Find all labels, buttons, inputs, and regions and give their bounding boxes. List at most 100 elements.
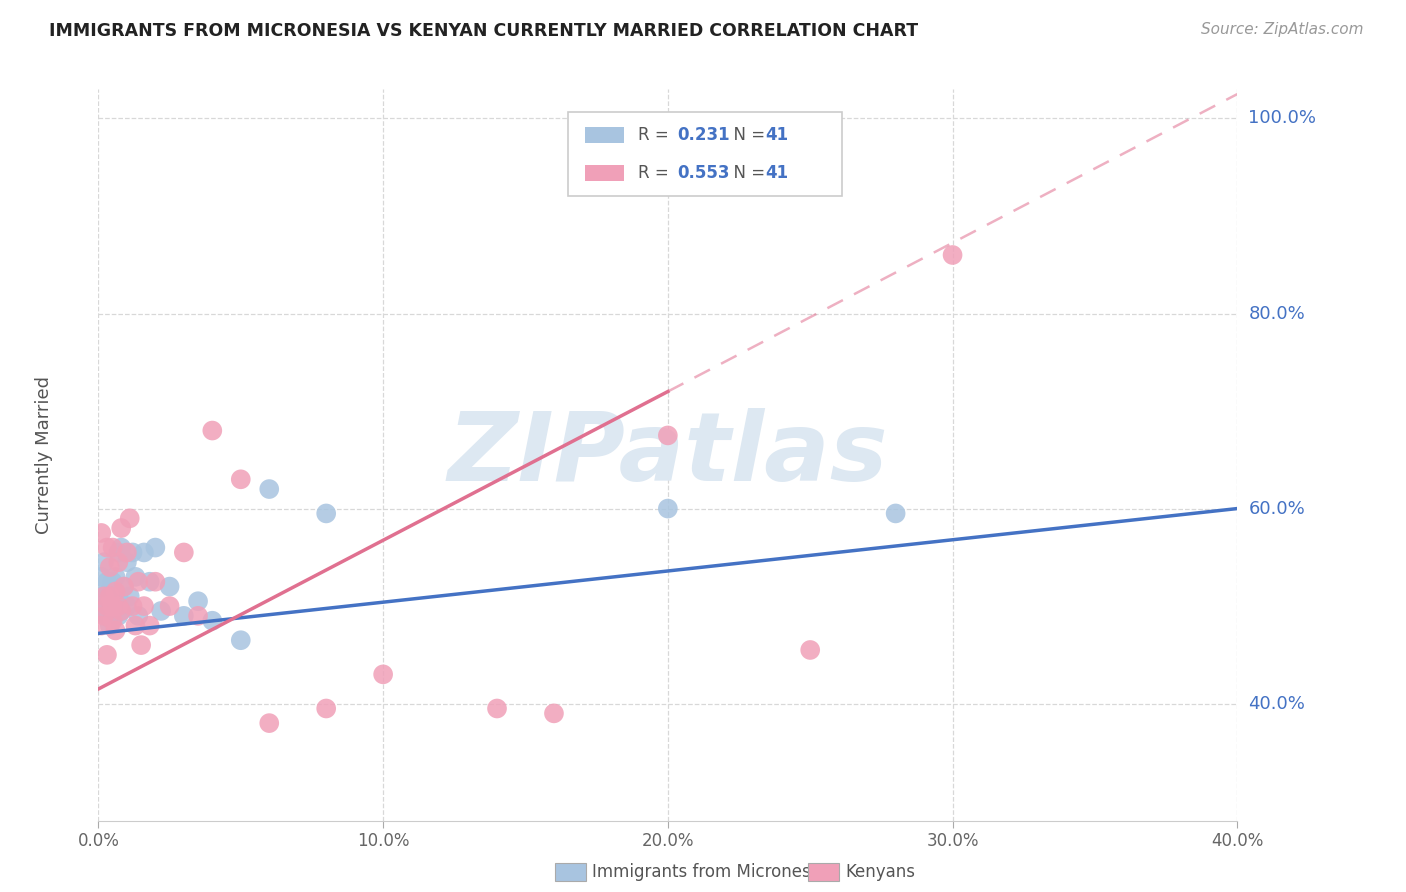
Point: [96, 599, 118, 613]
Point: [121, 545, 143, 559]
Point: [145, 574, 167, 589]
Point: [118, 590, 141, 604]
Point: [101, 599, 124, 613]
Point: [110, 604, 132, 618]
Point: [942, 248, 965, 262]
Point: [93, 555, 115, 569]
Text: R =: R =: [638, 127, 675, 145]
Point: [93, 599, 115, 613]
Point: [124, 618, 146, 632]
Point: [315, 507, 337, 521]
Point: [110, 521, 132, 535]
Point: [107, 545, 129, 559]
Point: [110, 604, 132, 618]
Point: [93, 608, 115, 623]
Text: N =: N =: [723, 127, 770, 145]
Text: 100.0%: 100.0%: [1249, 110, 1316, 128]
Text: 80.0%: 80.0%: [1249, 304, 1305, 323]
Point: [96, 648, 118, 662]
Point: [107, 608, 129, 623]
Point: [229, 472, 252, 486]
Text: 60.0%: 60.0%: [1249, 500, 1305, 517]
Point: [107, 590, 129, 604]
Point: [132, 599, 155, 613]
Text: Kenyans: Kenyans: [845, 863, 915, 881]
Point: [90, 570, 112, 584]
Point: [129, 638, 152, 652]
Point: [486, 701, 509, 715]
Point: [259, 716, 281, 731]
Point: [104, 584, 127, 599]
Point: [93, 604, 115, 618]
Text: Currently Married: Currently Married: [35, 376, 53, 534]
Point: [127, 574, 149, 589]
Point: [104, 599, 127, 613]
Point: [98, 560, 121, 574]
Point: [107, 555, 129, 569]
Text: Immigrants from Micronesia: Immigrants from Micronesia: [592, 863, 825, 881]
Point: [104, 624, 127, 638]
Text: 41: 41: [765, 163, 787, 182]
Point: [145, 541, 167, 555]
Point: [104, 570, 127, 584]
Point: [115, 545, 138, 559]
Point: [98, 584, 121, 599]
Text: ZIPatlas: ZIPatlas: [447, 409, 889, 501]
Point: [96, 574, 118, 589]
Point: [127, 608, 149, 623]
Point: [150, 604, 173, 618]
Point: [543, 706, 565, 721]
Point: [98, 618, 121, 632]
Point: [112, 580, 135, 594]
Point: [93, 590, 115, 604]
Point: [101, 614, 124, 628]
Point: [138, 618, 160, 632]
Point: [98, 590, 121, 604]
Point: [115, 599, 138, 613]
Point: [138, 574, 160, 589]
Point: [101, 541, 124, 555]
Point: [115, 555, 138, 569]
Point: [373, 667, 395, 681]
Text: N =: N =: [723, 163, 770, 182]
Point: [173, 608, 195, 623]
Point: [201, 424, 224, 438]
Text: 0.553: 0.553: [678, 163, 730, 182]
Point: [118, 511, 141, 525]
Point: [657, 428, 679, 442]
Text: Source: ZipAtlas.com: Source: ZipAtlas.com: [1201, 22, 1364, 37]
Point: [187, 594, 209, 608]
Point: [96, 541, 118, 555]
Point: [96, 608, 118, 623]
Text: 0.231: 0.231: [678, 127, 730, 145]
Point: [98, 599, 121, 613]
Point: [187, 608, 209, 623]
Text: 41: 41: [765, 127, 787, 145]
Point: [112, 580, 135, 594]
Point: [110, 541, 132, 555]
Point: [884, 507, 907, 521]
Text: 40.0%: 40.0%: [1249, 695, 1305, 713]
Point: [101, 608, 124, 623]
Point: [799, 643, 821, 657]
Point: [173, 545, 195, 559]
Point: [159, 599, 181, 613]
Point: [90, 618, 112, 632]
Point: [90, 525, 112, 540]
Text: IMMIGRANTS FROM MICRONESIA VS KENYAN CURRENTLY MARRIED CORRELATION CHART: IMMIGRANTS FROM MICRONESIA VS KENYAN CUR…: [49, 22, 918, 40]
Point: [101, 574, 124, 589]
Point: [315, 701, 337, 715]
Point: [229, 633, 252, 648]
Point: [201, 614, 224, 628]
Point: [159, 580, 181, 594]
Point: [124, 570, 146, 584]
Point: [132, 545, 155, 559]
Point: [96, 590, 118, 604]
Point: [101, 594, 124, 608]
Point: [107, 599, 129, 613]
Point: [90, 590, 112, 604]
Point: [121, 599, 143, 613]
Text: R =: R =: [638, 163, 675, 182]
Point: [259, 482, 281, 496]
Point: [657, 501, 679, 516]
